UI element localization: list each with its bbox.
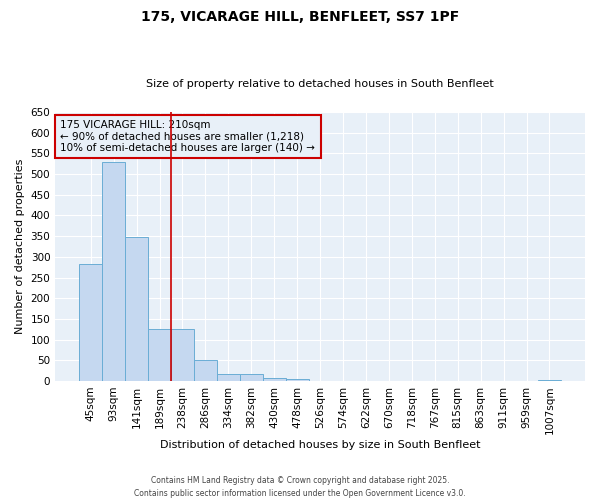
X-axis label: Distribution of detached houses by size in South Benfleet: Distribution of detached houses by size … xyxy=(160,440,481,450)
Bar xyxy=(148,330,171,381)
Bar xyxy=(125,237,148,381)
Text: 175, VICARAGE HILL, BENFLEET, SS7 1PF: 175, VICARAGE HILL, BENFLEET, SS7 1PF xyxy=(141,10,459,24)
Y-axis label: Number of detached properties: Number of detached properties xyxy=(15,159,25,334)
Bar xyxy=(171,330,194,381)
Bar xyxy=(194,360,217,381)
Title: Size of property relative to detached houses in South Benfleet: Size of property relative to detached ho… xyxy=(146,79,494,89)
Bar xyxy=(217,374,240,381)
Bar xyxy=(240,374,263,381)
Bar xyxy=(538,380,561,381)
Bar xyxy=(79,264,102,381)
Bar xyxy=(102,162,125,381)
Bar xyxy=(263,378,286,381)
Text: Contains HM Land Registry data © Crown copyright and database right 2025.
Contai: Contains HM Land Registry data © Crown c… xyxy=(134,476,466,498)
Text: 175 VICARAGE HILL: 210sqm
← 90% of detached houses are smaller (1,218)
10% of se: 175 VICARAGE HILL: 210sqm ← 90% of detac… xyxy=(61,120,316,154)
Bar xyxy=(286,379,308,381)
